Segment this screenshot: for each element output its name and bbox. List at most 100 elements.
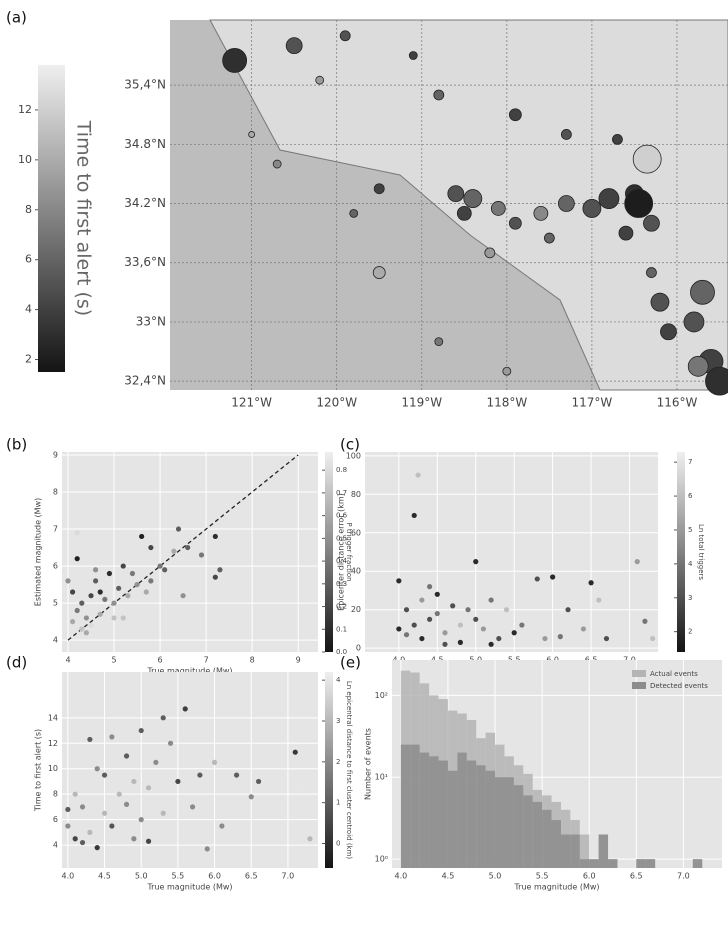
y-tick-label: 34.8°N — [124, 137, 166, 151]
point — [161, 811, 166, 816]
point — [95, 766, 100, 771]
point — [87, 737, 92, 742]
colorbar-tick-label: 4 — [25, 303, 32, 316]
x-tick-label: 117°W — [572, 396, 613, 410]
legend-swatch — [632, 670, 646, 677]
bar — [439, 761, 448, 868]
point — [80, 804, 85, 809]
point — [581, 626, 586, 631]
colorbar-tick-label: 2 — [25, 353, 32, 366]
point — [427, 584, 432, 589]
x-tick-label: 7.0 — [282, 872, 295, 881]
earthquake — [690, 280, 714, 304]
bar — [429, 756, 438, 868]
x-tick-label: 4.0 — [394, 872, 407, 881]
point — [307, 836, 312, 841]
x-tick-label: 9 — [296, 656, 301, 665]
point — [75, 608, 80, 613]
point — [256, 779, 261, 784]
bar — [420, 753, 429, 868]
colorbar-label: Ln epicentral distance to first cluster … — [345, 681, 353, 860]
point — [79, 601, 84, 606]
earthquake — [340, 31, 350, 41]
y-tick-label: 40 — [351, 567, 361, 576]
x-tick-label: 5.5 — [172, 872, 185, 881]
x-tick-label: 4.5 — [442, 872, 455, 881]
point — [124, 802, 129, 807]
point — [88, 623, 93, 628]
point — [124, 753, 129, 758]
point — [131, 779, 136, 784]
colorbar-tick-label: 0.1 — [336, 625, 347, 633]
earthquake — [643, 215, 659, 231]
point — [146, 839, 151, 844]
y-tick-label: 10 — [48, 764, 58, 773]
bar — [457, 753, 466, 868]
point — [125, 593, 130, 598]
x-tick-label: 118°W — [486, 396, 527, 410]
earthquake — [599, 189, 619, 209]
point — [205, 846, 210, 851]
earthquake — [374, 184, 384, 194]
x-tick-label: 4.0 — [62, 872, 75, 881]
earthquake — [434, 90, 444, 100]
point — [180, 593, 185, 598]
point — [168, 741, 173, 746]
point — [650, 636, 655, 641]
point — [550, 574, 555, 579]
earthquake — [485, 248, 495, 258]
point — [139, 728, 144, 733]
point — [162, 567, 167, 572]
point — [73, 836, 78, 841]
y-tick-label: 34.2°N — [124, 196, 166, 210]
point — [87, 830, 92, 835]
plot-area — [62, 672, 318, 868]
y-tick-label: 32,4°N — [124, 374, 166, 388]
point — [117, 792, 122, 797]
point — [121, 563, 126, 568]
y-tick-label: 100 — [346, 451, 361, 460]
earthquake — [509, 109, 521, 121]
bar — [636, 859, 645, 868]
earthquake — [503, 367, 511, 375]
bar — [608, 859, 617, 868]
x-tick-label: 6.5 — [245, 872, 258, 881]
y-tick-label: 4 — [53, 636, 58, 645]
y-tick-label: 4 — [53, 841, 58, 850]
legend-label: Actual events — [650, 670, 698, 678]
earthquake — [491, 201, 505, 215]
earthquake — [646, 268, 656, 278]
earthquake — [350, 209, 358, 217]
point — [213, 575, 218, 580]
bar — [523, 795, 532, 868]
x-tick-label: 5.0 — [489, 872, 502, 881]
point — [635, 559, 640, 564]
point — [450, 603, 455, 608]
earthquake — [558, 196, 574, 212]
point — [73, 792, 78, 797]
plot-area — [365, 452, 658, 652]
bar — [693, 859, 702, 868]
colorbar — [325, 672, 333, 868]
point — [442, 642, 447, 647]
y-tick-label: 12 — [48, 739, 58, 748]
y-tick-label: 14 — [48, 713, 58, 722]
y-tick-label: 10⁰ — [375, 855, 388, 864]
point — [213, 534, 218, 539]
earthquake — [286, 38, 302, 54]
point — [134, 582, 139, 587]
point — [171, 549, 176, 554]
point — [148, 578, 153, 583]
colorbar-tick-label: 10 — [18, 153, 32, 166]
x-tick-label: 4.5 — [98, 872, 111, 881]
point — [84, 615, 89, 620]
point — [465, 607, 470, 612]
point — [65, 823, 70, 828]
earthquake — [660, 324, 676, 340]
point — [596, 597, 601, 602]
point — [604, 636, 609, 641]
bar — [570, 835, 579, 868]
plot-area — [62, 452, 318, 652]
point — [144, 589, 149, 594]
y-tick-label: 33°N — [136, 314, 166, 328]
